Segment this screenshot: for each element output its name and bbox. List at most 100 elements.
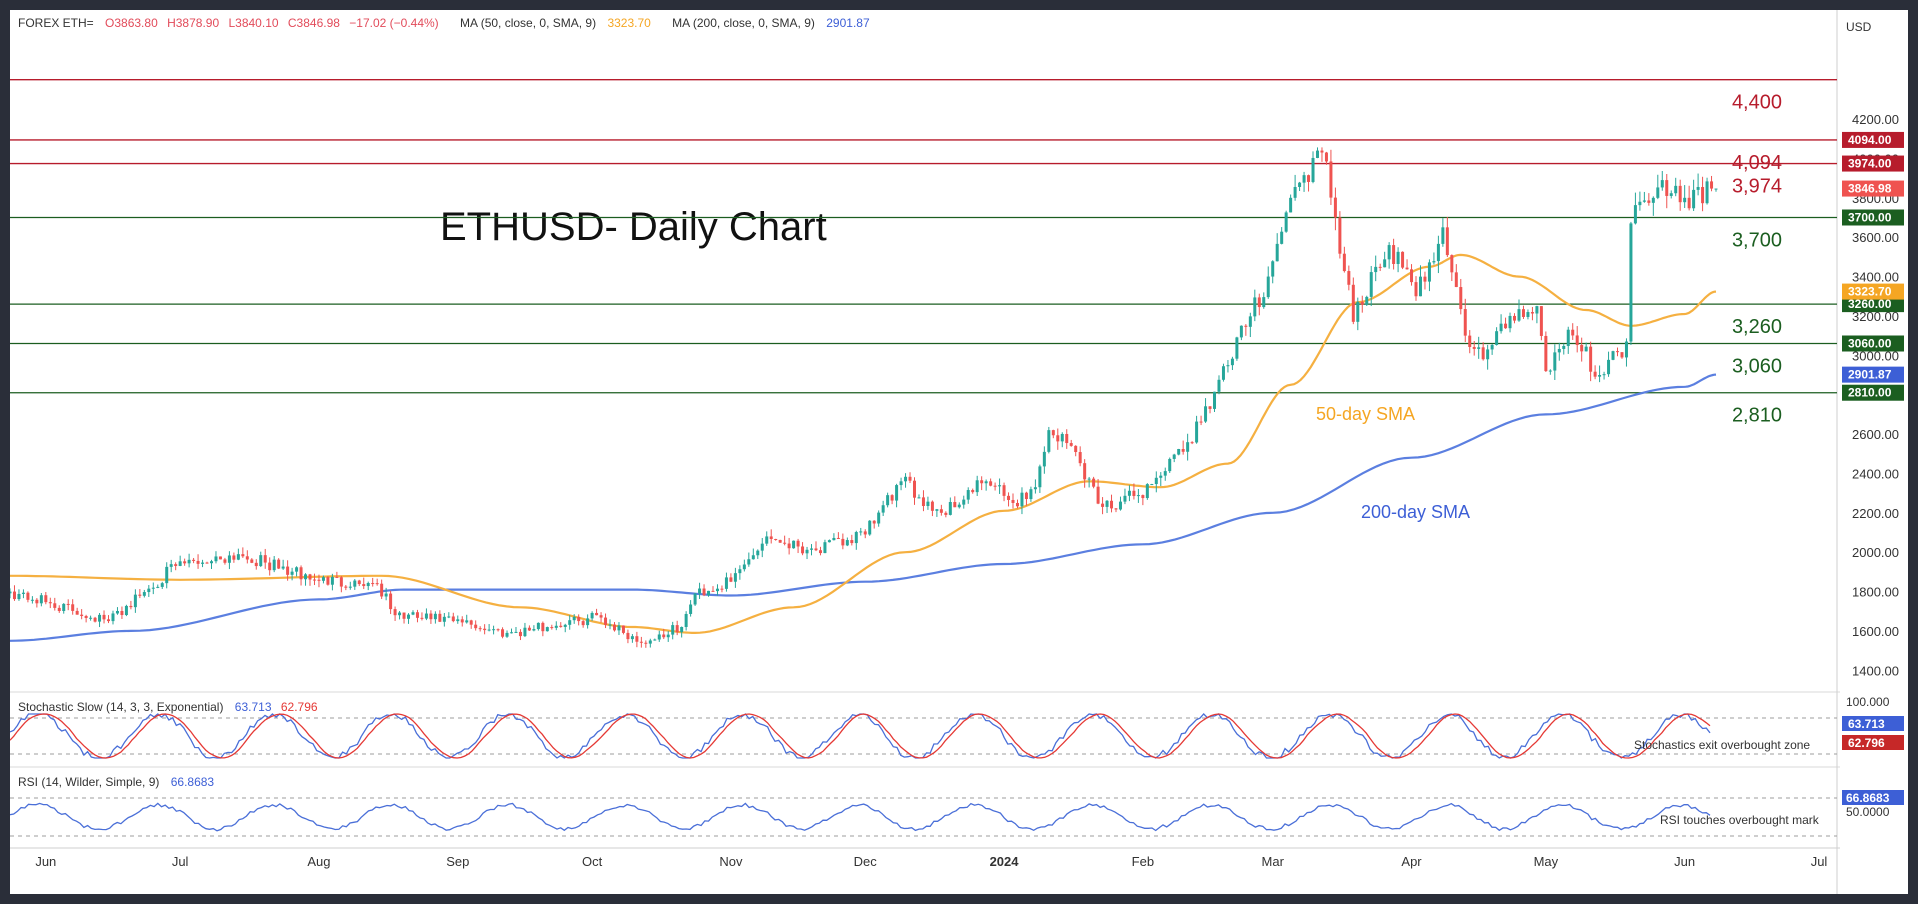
candle — [10, 588, 12, 599]
candle-body — [850, 540, 854, 544]
resistance-badge-text: 3974.00 — [1848, 157, 1892, 171]
candle — [1096, 479, 1100, 505]
candle-body — [1284, 212, 1288, 232]
candle-body — [433, 613, 437, 620]
candle — [254, 559, 258, 570]
candle-body — [586, 618, 590, 626]
candle — [1642, 191, 1646, 203]
candle — [39, 593, 43, 607]
candle-body — [165, 566, 169, 584]
y-tick-label: 1800.00 — [1852, 585, 1899, 600]
svg-text:FOREX ETH= O3863.80: FOREX ETH= O3863.80 H3878.90 L3840.10 C3… — [18, 16, 870, 30]
candle-body — [1669, 193, 1673, 196]
candle — [1213, 391, 1217, 413]
candle-body — [263, 555, 267, 563]
candle — [492, 625, 496, 635]
candle — [375, 578, 379, 586]
candle-body — [1665, 180, 1669, 196]
candle-body — [1159, 475, 1163, 478]
candle — [1539, 306, 1543, 341]
candle-body — [1069, 443, 1073, 446]
brand-text: LSEG — [1872, 868, 1908, 884]
candle — [841, 533, 845, 550]
y-tick-label: 3600.00 — [1852, 230, 1899, 245]
candle-body — [218, 556, 222, 560]
candle — [666, 631, 670, 642]
candle-body — [245, 556, 249, 560]
candle — [1401, 251, 1405, 270]
candle — [192, 557, 196, 564]
candle — [501, 627, 505, 639]
candle — [1051, 429, 1055, 439]
candle-body — [1602, 374, 1606, 376]
candlestick-chart[interactable]: FOREX ETH= O3863.80 H3878.90 L3840.10 C3… — [10, 10, 1908, 894]
candle — [80, 609, 84, 620]
candle-body — [1656, 187, 1660, 198]
candle-body — [639, 641, 643, 643]
candle — [339, 575, 343, 593]
candle — [304, 573, 308, 586]
candle — [362, 577, 366, 590]
candle — [1705, 177, 1709, 205]
candle — [1101, 497, 1105, 515]
candle-body — [133, 594, 137, 608]
candle-body — [201, 562, 205, 564]
candle — [998, 478, 1002, 494]
candle-body — [1387, 245, 1391, 260]
candle-body — [881, 505, 885, 513]
candle — [559, 622, 563, 628]
x-tick-label: Jun — [35, 854, 56, 869]
candle-body — [456, 619, 460, 622]
candle-body — [1701, 187, 1705, 204]
candle — [1315, 147, 1319, 159]
candle-body — [1047, 430, 1051, 452]
candle — [890, 494, 894, 505]
candle — [921, 490, 925, 512]
y-tick-label: 2600.00 — [1852, 427, 1899, 442]
candle-body — [75, 610, 79, 615]
candle — [868, 520, 872, 536]
candle-body — [1383, 259, 1387, 268]
candle — [1530, 306, 1534, 321]
candle — [1145, 483, 1149, 500]
candle-body — [357, 580, 361, 585]
candle — [1450, 254, 1454, 282]
x-tick-label: Jul — [1811, 854, 1828, 869]
candle-body — [415, 612, 419, 618]
candle-body — [514, 631, 518, 633]
candle-body — [1347, 271, 1351, 285]
candle — [671, 621, 675, 640]
candle — [1168, 457, 1172, 473]
candle-body — [389, 593, 393, 610]
candle-body — [286, 566, 290, 575]
candle — [474, 620, 478, 631]
candle-body — [1620, 352, 1624, 358]
candle — [1692, 179, 1696, 212]
candle — [1396, 247, 1400, 273]
candle-body — [102, 614, 106, 620]
candle — [1369, 265, 1373, 307]
candle — [1154, 471, 1158, 493]
candle-body — [751, 555, 755, 560]
candle-body — [1360, 301, 1364, 305]
support-badge-text: 3260.00 — [1848, 297, 1892, 311]
candle-body — [810, 548, 814, 550]
candle — [1374, 255, 1378, 282]
candle — [675, 620, 679, 636]
candle-body — [948, 502, 952, 515]
candle — [1481, 342, 1485, 361]
candle-body — [984, 481, 988, 484]
candle — [1195, 415, 1199, 444]
candle — [1405, 259, 1409, 270]
candle — [1065, 429, 1069, 449]
candle-body — [1593, 371, 1597, 377]
candle — [1141, 494, 1145, 506]
candle-body — [232, 555, 236, 560]
candle-body — [1056, 435, 1060, 442]
x-tick-label: Aug — [307, 854, 330, 869]
candle-body — [142, 592, 146, 596]
candle-body — [841, 538, 845, 546]
candle-body — [1526, 312, 1530, 317]
candle — [353, 579, 357, 590]
candle-body — [863, 531, 867, 535]
